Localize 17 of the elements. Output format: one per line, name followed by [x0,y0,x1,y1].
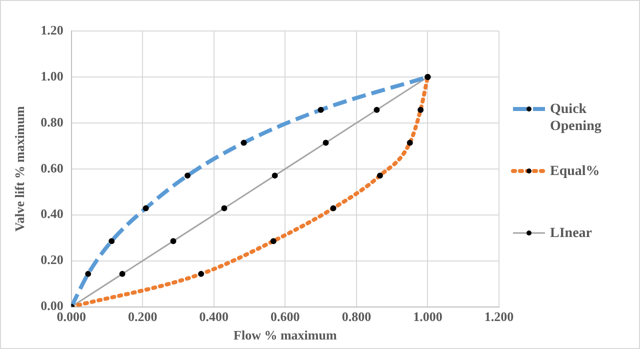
legend-label: Equal% [550,163,600,180]
legend-label: Quick Opening [550,101,602,135]
x-tick-label: 0.200 [128,308,158,324]
y-tick-label: 0.40 [40,206,64,222]
legend-label: LInear [550,225,592,242]
y-axis-title: Valve lift % maximum [12,106,28,232]
y-tick-label: 1.20 [40,22,64,38]
x-tick-label: 0.600 [270,308,300,324]
x-tick-label: 1.000 [413,308,442,324]
x-tick-label: 0.800 [342,308,372,324]
y-tick-label: 1.00 [40,68,64,84]
x-tick-label: 0.400 [199,308,229,324]
y-tick-label: 0.80 [40,114,64,130]
y-tick-label: 0.20 [40,252,64,268]
x-axis-title: Flow % maximum [234,328,337,343]
y-tick-label: 0.60 [40,160,64,176]
x-tick-label: 1.200 [484,308,514,324]
